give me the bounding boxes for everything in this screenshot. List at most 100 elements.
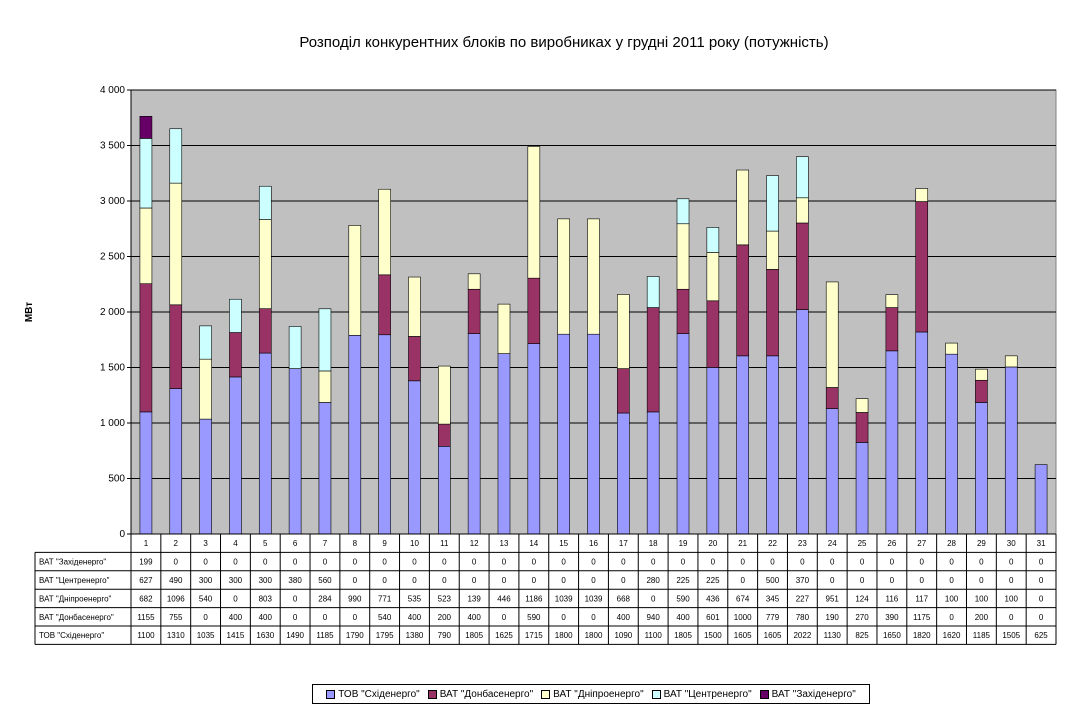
table-cell: 0 <box>860 558 865 567</box>
bar-segment <box>467 288 481 334</box>
table-cell: 0 <box>919 576 924 585</box>
table-cell: 1039 <box>585 594 603 603</box>
chart-title: Розподіл конкурентних блоків по виробник… <box>299 34 828 51</box>
x-tick-label: 31 <box>1037 539 1046 548</box>
table-cell: 400 <box>676 613 690 622</box>
x-tick-label: 21 <box>738 539 747 548</box>
table-cell: 1790 <box>346 631 364 640</box>
y-tick-label: 0 <box>119 529 125 540</box>
legend-label: ВАТ "Дніпроенерго" <box>553 688 644 700</box>
bar-segment <box>945 353 958 535</box>
x-tick-label: 27 <box>917 539 926 548</box>
table-cell: 200 <box>438 613 452 622</box>
bar-segment <box>258 308 272 354</box>
table-cell: 1500 <box>704 631 722 640</box>
legend-item: ВАТ "Дніпроенерго" <box>541 688 644 700</box>
table-cell: 139 <box>467 594 481 603</box>
x-tick-label: 14 <box>529 539 538 548</box>
legend: ТОВ "Східенерго" ВАТ "Донбасенерго" ВАТ "Д… <box>312 684 870 704</box>
bar-segment <box>438 365 451 425</box>
table-cell: 1805 <box>465 631 483 640</box>
table-cell: 0 <box>860 576 865 585</box>
table-cell: 951 <box>826 594 840 603</box>
table-cell: 400 <box>467 613 481 622</box>
table-cell: 1100 <box>645 631 663 640</box>
y-tick-label: 2 500 <box>100 252 125 263</box>
table-cell: 0 <box>203 558 208 567</box>
table-cell: 825 <box>855 631 869 640</box>
table-cell: 1096 <box>167 594 185 603</box>
y-tick-label: 3 000 <box>100 196 125 207</box>
legend-item: ВАТ "Центренерго" <box>651 689 752 700</box>
bar-segment <box>229 298 242 333</box>
table-cell: 400 <box>617 613 631 622</box>
table-cell: 1100 <box>137 631 155 640</box>
table-cell: 300 <box>199 576 213 585</box>
table-cell: 0 <box>353 576 358 585</box>
bar-segment <box>766 269 779 357</box>
table-cell: 0 <box>412 558 417 567</box>
bar-segment <box>169 304 183 389</box>
x-tick-label: 15 <box>559 539 568 548</box>
table-cell: 523 <box>438 594 452 603</box>
y-tick-label: 1 500 <box>100 363 125 374</box>
legend-label: ВАТ "Західенерго" <box>771 688 856 700</box>
table-cell: 0 <box>949 613 954 622</box>
table-cell: 0 <box>1009 613 1014 622</box>
bar-segment <box>378 274 391 336</box>
table-cell: 100 <box>975 594 989 603</box>
table-cell: 400 <box>259 613 273 622</box>
table-cell: 400 <box>408 613 422 622</box>
table-cell: 1650 <box>883 631 901 640</box>
bar-segment <box>258 185 272 220</box>
bar-segment <box>975 379 988 403</box>
table-cell: 0 <box>890 558 895 567</box>
x-tick-label: 5 <box>263 539 268 548</box>
bar-segment <box>706 252 720 302</box>
table-cell: 0 <box>830 576 835 585</box>
table-cell: 1800 <box>555 631 573 640</box>
table-cell: 590 <box>527 613 541 622</box>
table-cell: 0 <box>1009 576 1014 585</box>
table-cell: 1620 <box>943 631 961 640</box>
bar-segment <box>408 276 421 337</box>
bar-segment <box>199 418 212 535</box>
bar-segment <box>796 309 809 535</box>
table-series-label: ВАТ "Центренерго" <box>39 576 110 585</box>
table-cell: 0 <box>472 558 477 567</box>
bar-segment <box>467 273 481 290</box>
bar-segment <box>348 335 362 535</box>
table-cell: 1310 <box>167 631 185 640</box>
bar-segment <box>766 175 779 232</box>
table-cell: 0 <box>1039 613 1044 622</box>
bar-segment <box>885 350 899 535</box>
bar-segment <box>1004 366 1018 535</box>
x-tick-label: 19 <box>679 539 688 548</box>
bar-segment <box>318 308 332 372</box>
table-cell: 771 <box>378 594 392 603</box>
bar-segment <box>676 223 690 290</box>
table-cell: 0 <box>621 576 626 585</box>
table-cell: 0 <box>502 576 507 585</box>
bar-segment <box>258 219 272 309</box>
x-tick-label: 18 <box>649 539 658 548</box>
bar-segment <box>408 336 421 382</box>
table-cell: 0 <box>293 594 298 603</box>
x-tick-label: 29 <box>977 539 986 548</box>
table-cell: 345 <box>766 594 780 603</box>
table-cell: 0 <box>740 558 745 567</box>
table-cell: 0 <box>293 613 298 622</box>
legend-item: ТОВ "Східенерго" <box>326 689 420 700</box>
table-cell: 0 <box>561 613 566 622</box>
table-cell: 0 <box>770 558 775 567</box>
table-cell: 400 <box>229 613 243 622</box>
bar-segment <box>229 376 242 535</box>
y-tick-label: 4 000 <box>100 85 125 96</box>
table-cell: 0 <box>830 558 835 567</box>
table-cell: 0 <box>353 558 358 567</box>
table-cell: 0 <box>651 558 656 567</box>
table-cell: 0 <box>591 558 596 567</box>
table-cell: 0 <box>382 576 387 585</box>
bar-segment <box>557 218 570 335</box>
table-cell: 1715 <box>525 631 543 640</box>
